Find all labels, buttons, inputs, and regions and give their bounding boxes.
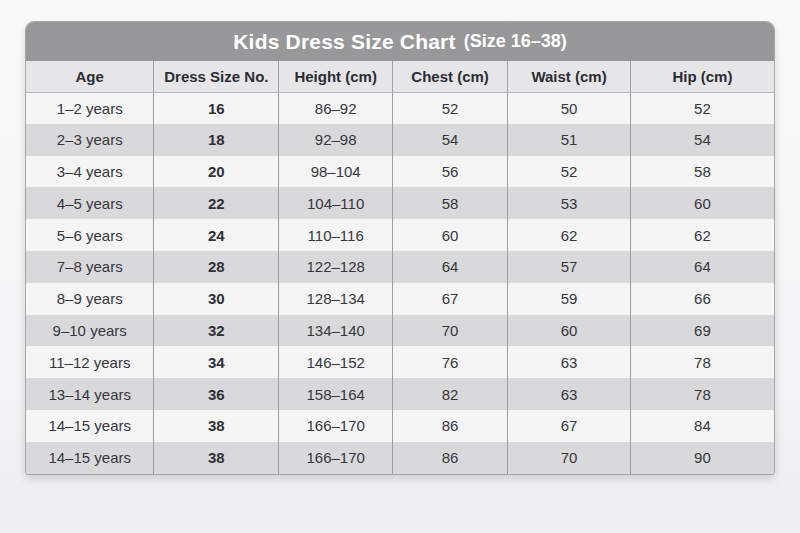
table-cell-height: 146–152 xyxy=(279,346,393,378)
table-cell-age: 5–6 years xyxy=(26,219,154,251)
table-cell-dress-size: 16 xyxy=(154,92,279,124)
table-cell-waist: 60 xyxy=(508,315,631,347)
table-cell-dress-size: 30 xyxy=(154,283,279,315)
table-row: 14–15 years38166–170867090 xyxy=(26,442,774,474)
table-cell-hip: 62 xyxy=(630,219,774,251)
size-chart-table: AgeDress Size No.Height (cm)Chest (cm)Wa… xyxy=(26,61,774,474)
table-cell-height: 110–116 xyxy=(279,219,393,251)
table-cell-waist: 70 xyxy=(508,442,631,474)
table-cell-height: 104–110 xyxy=(279,187,393,219)
table-cell-age: 11–12 years xyxy=(26,346,154,378)
table-cell-age: 1–2 years xyxy=(26,92,154,124)
table-cell-waist: 53 xyxy=(508,187,631,219)
table-cell-chest: 86 xyxy=(393,442,508,474)
column-header-dress-size: Dress Size No. xyxy=(154,61,279,92)
table-cell-height: 128–134 xyxy=(279,283,393,315)
table-cell-age: 14–15 years xyxy=(26,410,154,442)
table-cell-hip: 69 xyxy=(630,315,774,347)
table-cell-age: 8–9 years xyxy=(26,283,154,315)
table-cell-chest: 86 xyxy=(393,410,508,442)
size-chart-card: Kids Dress Size Chart (Size 16–38) AgeDr… xyxy=(25,21,775,475)
table-row: 14–15 years38166–170866784 xyxy=(26,410,774,442)
table-cell-hip: 60 xyxy=(630,187,774,219)
column-header-age: Age xyxy=(26,61,154,92)
table-cell-hip: 52 xyxy=(630,92,774,124)
table-cell-chest: 60 xyxy=(393,219,508,251)
table-cell-dress-size: 34 xyxy=(154,346,279,378)
table-cell-dress-size: 32 xyxy=(154,315,279,347)
table-cell-height: 134–140 xyxy=(279,315,393,347)
table-cell-age: 13–14 years xyxy=(26,378,154,410)
table-cell-age: 9–10 years xyxy=(26,315,154,347)
table-cell-chest: 82 xyxy=(393,378,508,410)
table-row: 9–10 years32134–140706069 xyxy=(26,315,774,347)
table-cell-chest: 52 xyxy=(393,92,508,124)
table-row: 7–8 years28122–128645764 xyxy=(26,251,774,283)
table-cell-height: 122–128 xyxy=(279,251,393,283)
table-cell-height: 98–104 xyxy=(279,156,393,188)
table-cell-hip: 64 xyxy=(630,251,774,283)
table-header-row: AgeDress Size No.Height (cm)Chest (cm)Wa… xyxy=(26,61,774,92)
table-cell-dress-size: 22 xyxy=(154,187,279,219)
table-cell-hip: 90 xyxy=(630,442,774,474)
table-row: 3–4 years2098–104565258 xyxy=(26,156,774,188)
table-cell-height: 166–170 xyxy=(279,410,393,442)
column-header-hip: Hip (cm) xyxy=(630,61,774,92)
table-cell-height: 158–164 xyxy=(279,378,393,410)
table-row: 2–3 years1892–98545154 xyxy=(26,124,774,156)
table-cell-waist: 63 xyxy=(508,346,631,378)
table-cell-hip: 78 xyxy=(630,378,774,410)
chart-title: Kids Dress Size Chart xyxy=(233,30,455,54)
table-cell-height: 86–92 xyxy=(279,92,393,124)
table-cell-age: 7–8 years xyxy=(26,251,154,283)
table-cell-hip: 66 xyxy=(630,283,774,315)
table-body: 1–2 years1686–925250522–3 years1892–9854… xyxy=(26,92,774,474)
table-cell-waist: 67 xyxy=(508,410,631,442)
table-cell-dress-size: 36 xyxy=(154,378,279,410)
table-cell-age: 2–3 years xyxy=(26,124,154,156)
table-row: 4–5 years22104–110585360 xyxy=(26,187,774,219)
table-cell-chest: 70 xyxy=(393,315,508,347)
table-cell-hip: 78 xyxy=(630,346,774,378)
chart-title-size-range: (Size 16–38) xyxy=(464,31,567,52)
table-cell-age: 3–4 years xyxy=(26,156,154,188)
column-header-height: Height (cm) xyxy=(279,61,393,92)
table-cell-waist: 62 xyxy=(508,219,631,251)
table-cell-chest: 58 xyxy=(393,187,508,219)
chart-title-bar: Kids Dress Size Chart (Size 16–38) xyxy=(26,22,774,61)
column-header-chest: Chest (cm) xyxy=(393,61,508,92)
table-row: 8–9 years30128–134675966 xyxy=(26,283,774,315)
table-row: 11–12 years34146–152766378 xyxy=(26,346,774,378)
table-cell-waist: 57 xyxy=(508,251,631,283)
table-cell-height: 92–98 xyxy=(279,124,393,156)
table-cell-waist: 51 xyxy=(508,124,631,156)
table-cell-dress-size: 20 xyxy=(154,156,279,188)
table-cell-chest: 56 xyxy=(393,156,508,188)
table-cell-hip: 84 xyxy=(630,410,774,442)
table-cell-height: 166–170 xyxy=(279,442,393,474)
table-row: 1–2 years1686–92525052 xyxy=(26,92,774,124)
table-row: 5–6 years24110–116606262 xyxy=(26,219,774,251)
table-cell-dress-size: 38 xyxy=(154,410,279,442)
table-cell-chest: 54 xyxy=(393,124,508,156)
table-cell-dress-size: 38 xyxy=(154,442,279,474)
table-cell-waist: 50 xyxy=(508,92,631,124)
table-cell-chest: 67 xyxy=(393,283,508,315)
table-cell-hip: 54 xyxy=(630,124,774,156)
table-cell-dress-size: 28 xyxy=(154,251,279,283)
table-cell-dress-size: 18 xyxy=(154,124,279,156)
table-cell-chest: 76 xyxy=(393,346,508,378)
table-cell-age: 4–5 years xyxy=(26,187,154,219)
column-header-waist: Waist (cm) xyxy=(508,61,631,92)
table-cell-dress-size: 24 xyxy=(154,219,279,251)
table-cell-chest: 64 xyxy=(393,251,508,283)
table-cell-waist: 52 xyxy=(508,156,631,188)
table-row: 13–14 years36158–164826378 xyxy=(26,378,774,410)
table-cell-waist: 59 xyxy=(508,283,631,315)
table-cell-age: 14–15 years xyxy=(26,442,154,474)
table-cell-hip: 58 xyxy=(630,156,774,188)
table-cell-waist: 63 xyxy=(508,378,631,410)
